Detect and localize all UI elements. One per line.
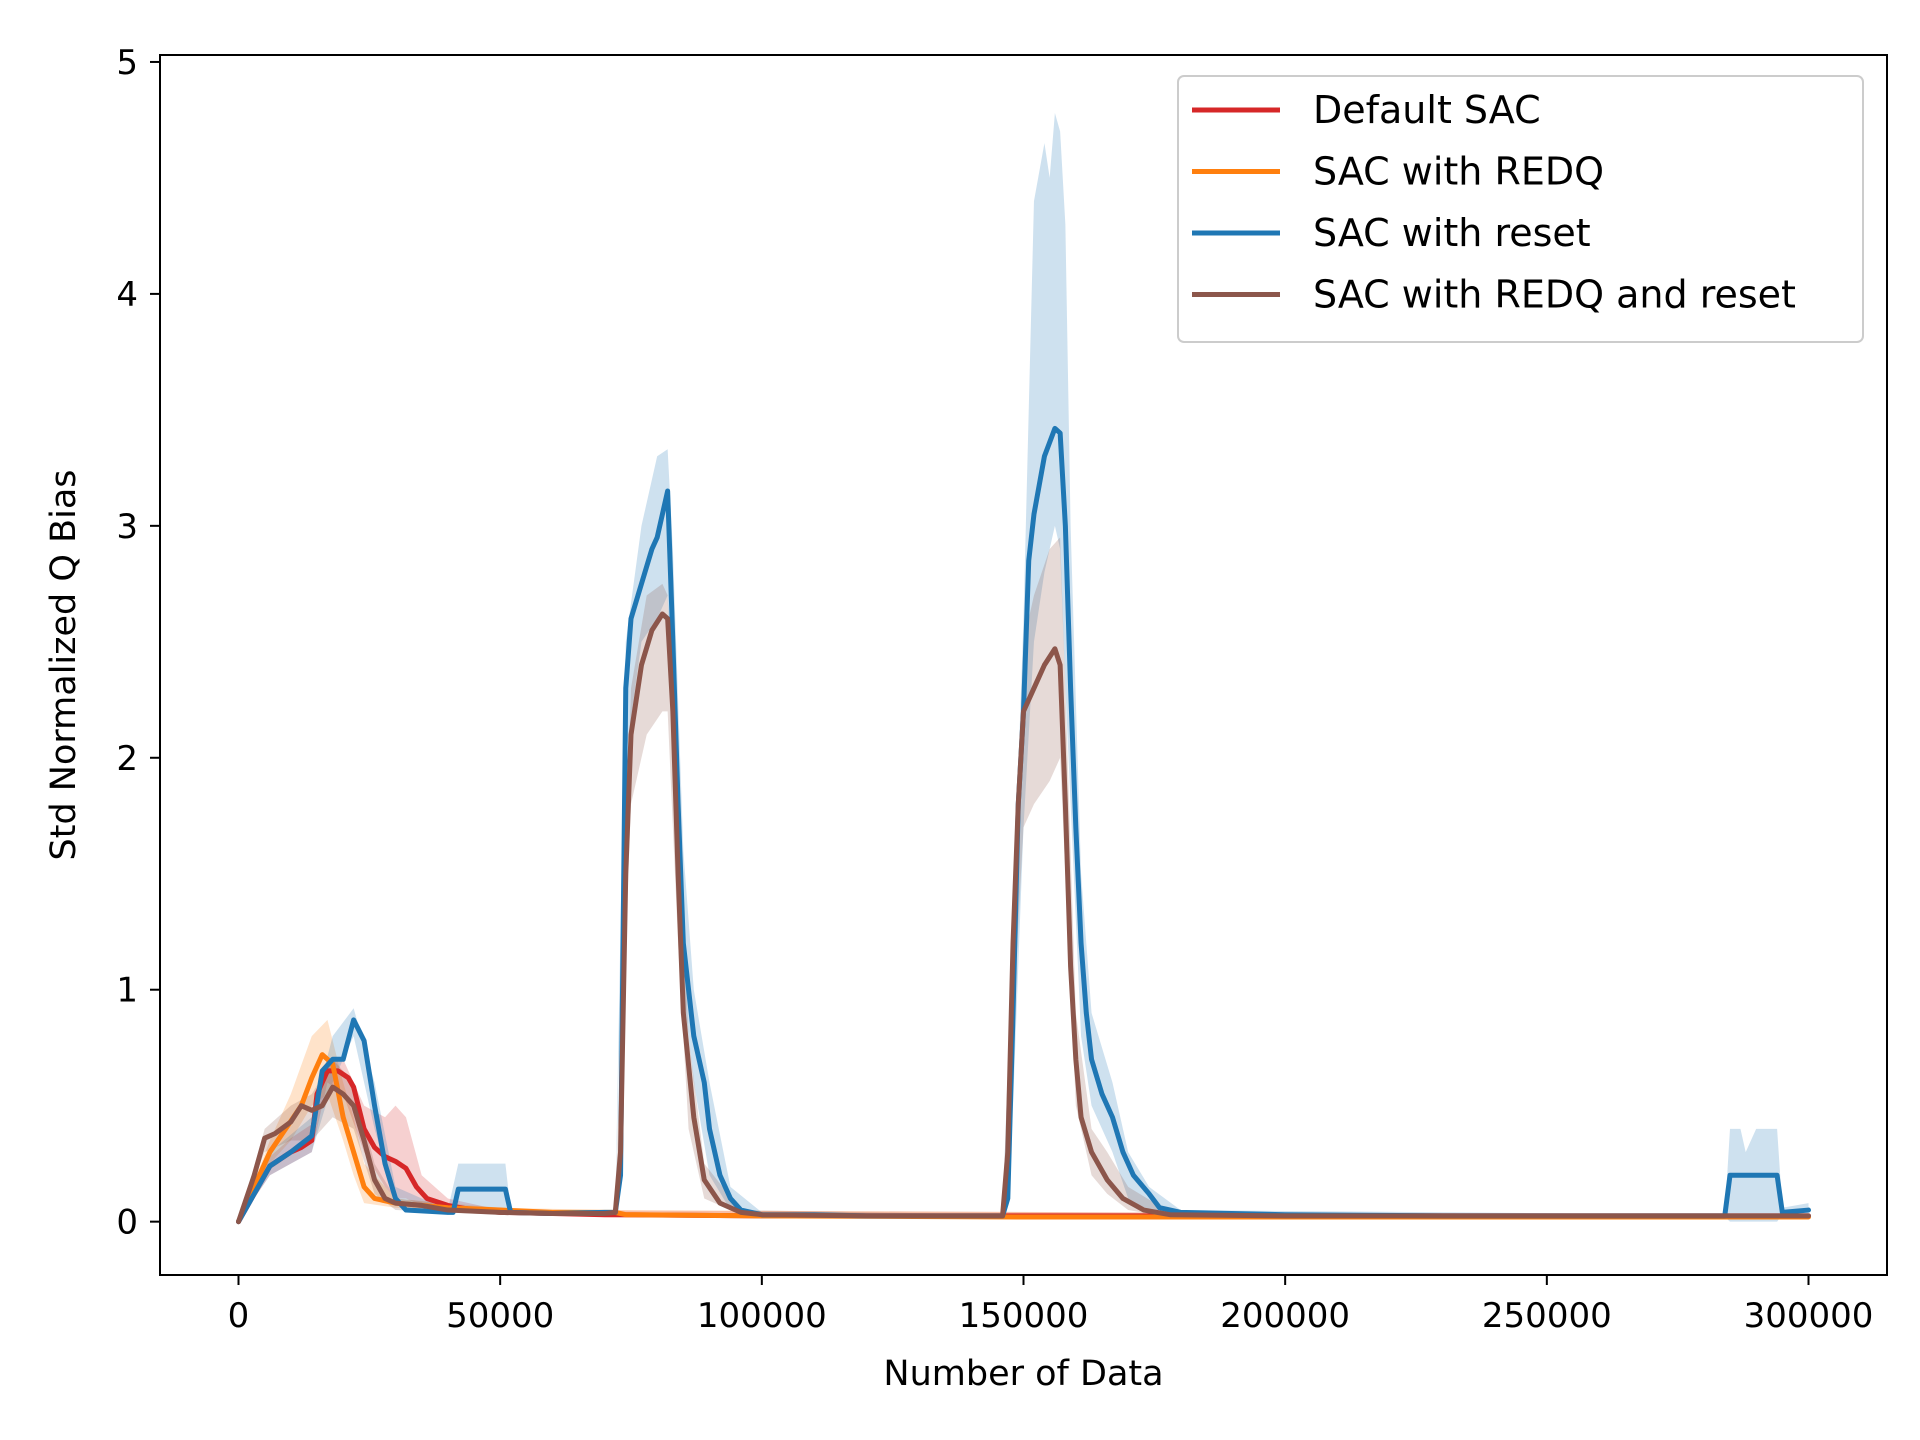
band-sac-with-redq-and-reset xyxy=(238,537,1809,1222)
y-tick-label: 4 xyxy=(116,275,138,315)
y-tick-label: 2 xyxy=(116,739,138,779)
legend-label-sac-with-redq-and-reset: SAC with REDQ and reset xyxy=(1313,273,1796,317)
y-axis-ticks: 0 1 2 3 4 5 xyxy=(116,43,160,1243)
x-tick-label: 300000 xyxy=(1744,1296,1874,1336)
x-axis-label: Number of Data xyxy=(883,1354,1163,1394)
legend: Default SAC SAC with REDQ SAC with reset SA… xyxy=(1177,75,1864,343)
x-axis-ticks: 0 50000 100000 150000 200000 250000 300000 xyxy=(228,1275,1874,1336)
series-lines xyxy=(236,425,1811,1225)
y-tick-label: 5 xyxy=(116,43,138,83)
x-tick-label: 200000 xyxy=(1220,1296,1350,1336)
x-tick-label: 150000 xyxy=(959,1296,1089,1336)
legend-label-sac-with-redq: SAC with REDQ xyxy=(1313,150,1604,194)
series-line-sac-with-redq-and-reset xyxy=(236,611,1811,1225)
y-tick-label: 0 xyxy=(116,1203,138,1243)
x-tick-label: 100000 xyxy=(697,1296,827,1336)
y-tick-label: 1 xyxy=(116,971,138,1011)
legend-box xyxy=(1177,75,1864,343)
legend-label-default-sac: Default SAC xyxy=(1313,88,1541,132)
y-tick-label: 3 xyxy=(116,507,138,547)
x-tick-label: 50000 xyxy=(446,1296,554,1336)
legend-label-sac-with-reset: SAC with reset xyxy=(1313,211,1591,255)
x-tick-label: 0 xyxy=(228,1296,250,1336)
y-axis-label: Std Normalized Q Bias xyxy=(44,470,84,861)
x-tick-label: 250000 xyxy=(1482,1296,1612,1336)
